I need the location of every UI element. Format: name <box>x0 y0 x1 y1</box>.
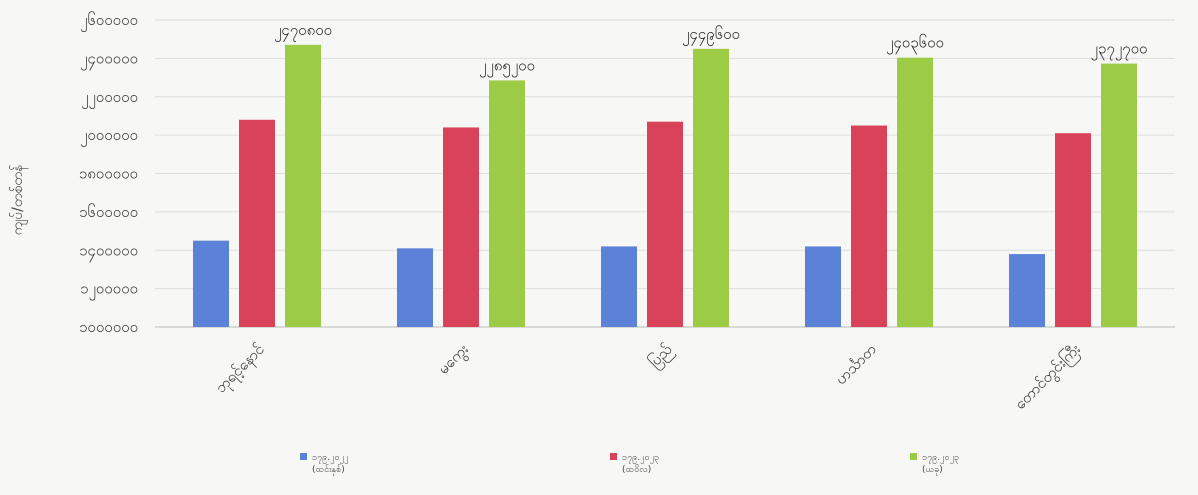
legend-swatch <box>910 453 917 460</box>
bar <box>1009 254 1045 327</box>
bar <box>1101 63 1137 327</box>
bar <box>285 44 321 327</box>
y-tick-label: ၁၀၀၀၀၀၀ <box>79 318 138 336</box>
y-tick-label: ၂၆၀၀၀၀၀ <box>80 11 138 32</box>
legend: ၁၇၉.၂၀၂၂(ထင်းနှစ်)၁၇၉.၂၀၂၃(ထဝိလ)၁၇၉.၂၀၂၃… <box>300 453 959 476</box>
y-tick-label: ၂၂၀၀၀၀၀ <box>81 88 138 109</box>
legend-label: ၁၇၉.၂၀၂၃ <box>922 453 959 464</box>
bar <box>851 125 887 327</box>
y-axis-ticks: ၂၆၀၀၀၀၀၂၄၀၀၀၀၀၂၂၀၀၀၀၀၂၀၀၀၀၀၀၁၈၀၀၀၀၀၁၆၀၀၀… <box>79 11 138 336</box>
y-tick-label: ၁၂၀၀၀၀၀ <box>80 280 138 301</box>
bar <box>601 246 637 327</box>
bar <box>693 48 729 327</box>
legend-label: ၁၇၉.၂၀၂၂ <box>312 453 348 464</box>
y-tick-label: ၁၈၀၀၀၀၀ <box>79 165 138 183</box>
legend-label: ၁၇၉.၂၀၂၃ <box>622 453 659 464</box>
bar <box>805 246 841 327</box>
legend-swatch <box>300 453 307 460</box>
data-label: ၂၄၀၃၆၀၀ <box>886 34 944 55</box>
y-tick-label: ၂၀၀၀၀၀၀ <box>80 126 138 147</box>
bar <box>193 240 229 327</box>
y-axis-label: ကျပ်/တစ်တန် <box>10 165 28 236</box>
data-label: ၂၂၈၅၂၀၀ <box>479 56 535 77</box>
y-tick-label: ၁၆၀၀၀၀၀ <box>79 203 138 221</box>
data-label: ၂၄၄၉၆၀၀ <box>682 25 740 46</box>
bar <box>1055 133 1091 327</box>
bar <box>897 57 933 327</box>
bars <box>193 44 1137 328</box>
legend-label-sub: (ထဝိလ) <box>622 464 651 475</box>
legend-label-sub: (ထင်းနှစ်) <box>312 464 345 476</box>
data-label: ၂၄၇၀၈၀၀ <box>274 21 332 42</box>
bar <box>489 80 525 327</box>
y-tick-label: ၂၄၀၀၀၀၀ <box>80 49 138 70</box>
bar <box>443 127 479 327</box>
data-label: ၂၃၇၂၇၀၀ <box>1091 40 1148 61</box>
y-tick-label: ၁၄၀၀၀၀၀ <box>79 241 138 262</box>
bar <box>397 248 433 327</box>
bar <box>647 121 683 327</box>
legend-label-sub: (ယခု) <box>922 465 943 476</box>
legend-swatch <box>610 453 617 460</box>
bar <box>239 119 275 328</box>
